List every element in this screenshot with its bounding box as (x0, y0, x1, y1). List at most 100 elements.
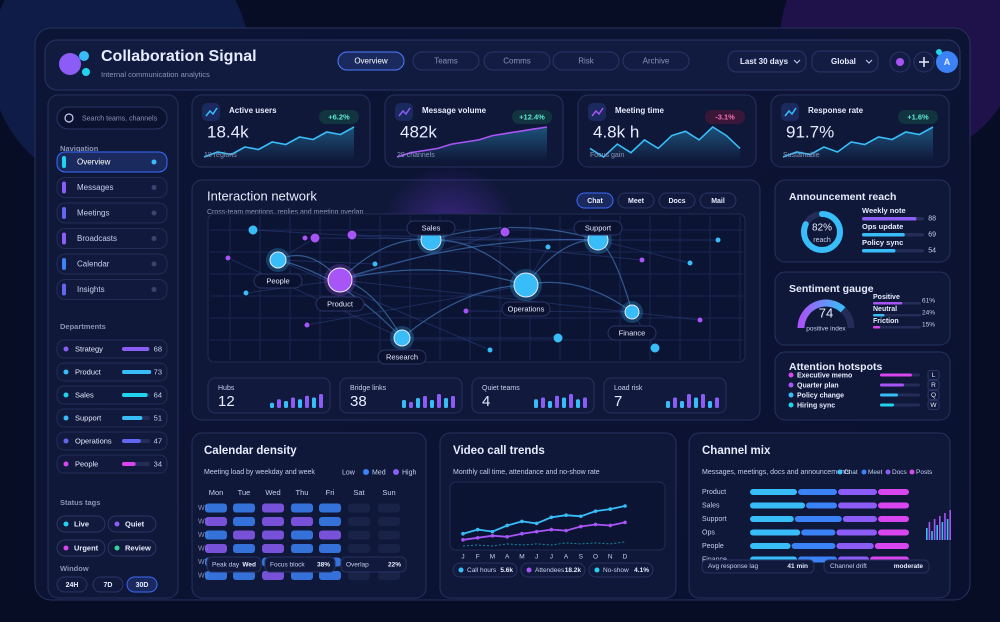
graph-node-tag (406, 220, 456, 236)
density-cell (291, 571, 313, 580)
nav-tab[interactable] (483, 51, 551, 71)
network-tab[interactable] (617, 192, 655, 209)
panel-title: Sentiment gauge (789, 283, 874, 295)
graph-node-tag (315, 296, 365, 312)
department-row (56, 408, 168, 428)
day-label: Sat (353, 488, 365, 497)
window-button[interactable] (126, 576, 158, 593)
nav-tab-label[interactable]: Overview (354, 57, 388, 66)
nav-label[interactable]: Meetings (77, 209, 109, 218)
nav-tab-label[interactable]: Comms (503, 57, 531, 66)
mix-segment (878, 502, 909, 509)
kpi-title: Meeting time (615, 106, 664, 115)
trend-point (461, 538, 465, 542)
network-tab-label[interactable]: Mail (711, 198, 725, 205)
search-placeholder[interactable]: Search teams, channels (82, 115, 158, 122)
window-label[interactable]: 30D (136, 582, 149, 589)
month-label: A (505, 554, 510, 561)
tag-dot (114, 521, 120, 527)
mix-segment (874, 543, 909, 549)
kpi-icon-glyph (205, 107, 218, 117)
trend-line (462, 505, 626, 535)
range-select[interactable] (727, 50, 807, 73)
nav-label[interactable]: Overview (77, 158, 111, 167)
mix-segment (801, 529, 836, 536)
graph-node-label: Sales (422, 223, 441, 232)
nav-label[interactable]: Insights (77, 285, 105, 294)
network-tab[interactable] (658, 192, 696, 209)
mix-segment (750, 516, 794, 522)
nav-label[interactable]: Broadcasts (77, 234, 117, 243)
metric-bar (416, 398, 420, 408)
nav-tab[interactable] (412, 51, 480, 71)
tag-label[interactable]: Urgent (74, 543, 99, 552)
scope-select[interactable] (811, 50, 879, 73)
trend-point (579, 514, 583, 519)
density-cell (291, 503, 313, 513)
legend-value: 5.6k (500, 567, 513, 574)
network-tab[interactable] (576, 192, 614, 209)
status-tag[interactable] (56, 539, 106, 557)
kpi-note: Sustainable (783, 152, 820, 159)
panel-subtitle: Monthly call time, attendance and no-sho… (453, 469, 600, 476)
metric-bar (319, 394, 323, 408)
range-label[interactable]: Last 30 days (740, 57, 789, 66)
nav-label[interactable]: Messages (77, 183, 113, 192)
graph-node-minor (224, 254, 232, 262)
channel-spark-bar (949, 510, 951, 540)
nav-tab[interactable] (622, 51, 690, 71)
network-tab[interactable] (699, 192, 737, 209)
nav-label[interactable]: Calendar (77, 260, 110, 269)
donut-label: 82% (812, 223, 832, 234)
stat-value: 41 min (787, 563, 808, 570)
nav-item[interactable] (56, 202, 168, 224)
mix-segment (836, 529, 877, 536)
panel-title: Channel mix (702, 445, 771, 457)
gauge-caption: positive index (806, 326, 846, 333)
tag-label[interactable]: Quiet (125, 519, 145, 528)
trend-point (505, 523, 509, 528)
progress-bar (122, 439, 141, 443)
metric-bar (694, 397, 698, 408)
status-tag[interactable] (107, 515, 157, 533)
nav-tab-label[interactable]: Archive (643, 57, 670, 66)
nav-item[interactable] (56, 177, 168, 198)
nav-tab-label[interactable]: Teams (434, 57, 458, 66)
week-label: W4 (198, 545, 209, 552)
network-tab-label[interactable]: Chat (587, 198, 603, 205)
logo (79, 51, 89, 61)
kpi-delta: +1.6% (907, 112, 929, 121)
kpi-delta-pill (512, 110, 552, 124)
nav-dot (151, 287, 157, 292)
metric-label: Load risk (614, 385, 643, 392)
trend-point (564, 513, 568, 518)
window-button[interactable] (92, 576, 124, 593)
status-tag[interactable] (56, 515, 106, 533)
window-button[interactable] (56, 576, 88, 593)
nav-tab[interactable] (552, 51, 620, 71)
window-label[interactable]: 24H (66, 582, 79, 589)
scope-label[interactable]: Global (831, 57, 856, 66)
tag-label[interactable]: Live (74, 519, 89, 528)
status-tag[interactable] (107, 539, 157, 557)
mix-segment (878, 516, 909, 522)
metric-bar (277, 399, 281, 408)
nav-item[interactable] (56, 279, 168, 300)
window-label[interactable]: 7D (104, 582, 113, 589)
section-title: Navigation (60, 144, 99, 153)
network-tab-label[interactable]: Meet (628, 198, 645, 205)
week-label: W2 (198, 518, 209, 525)
tag-label[interactable]: Review (125, 543, 151, 552)
kpi-value: 18.4k (207, 122, 249, 141)
nav-item[interactable] (56, 228, 168, 249)
search-box[interactable] (56, 106, 168, 130)
nav-tab-label[interactable]: Risk (578, 57, 595, 66)
nav-tab[interactable] (337, 51, 405, 71)
mix-segment (878, 489, 909, 495)
nav-item[interactable] (56, 151, 168, 173)
network-tab-label[interactable]: Docs (668, 198, 685, 205)
nav-item[interactable] (56, 253, 168, 275)
graph-edge (339, 279, 701, 321)
stat-value: 22% (388, 562, 401, 569)
